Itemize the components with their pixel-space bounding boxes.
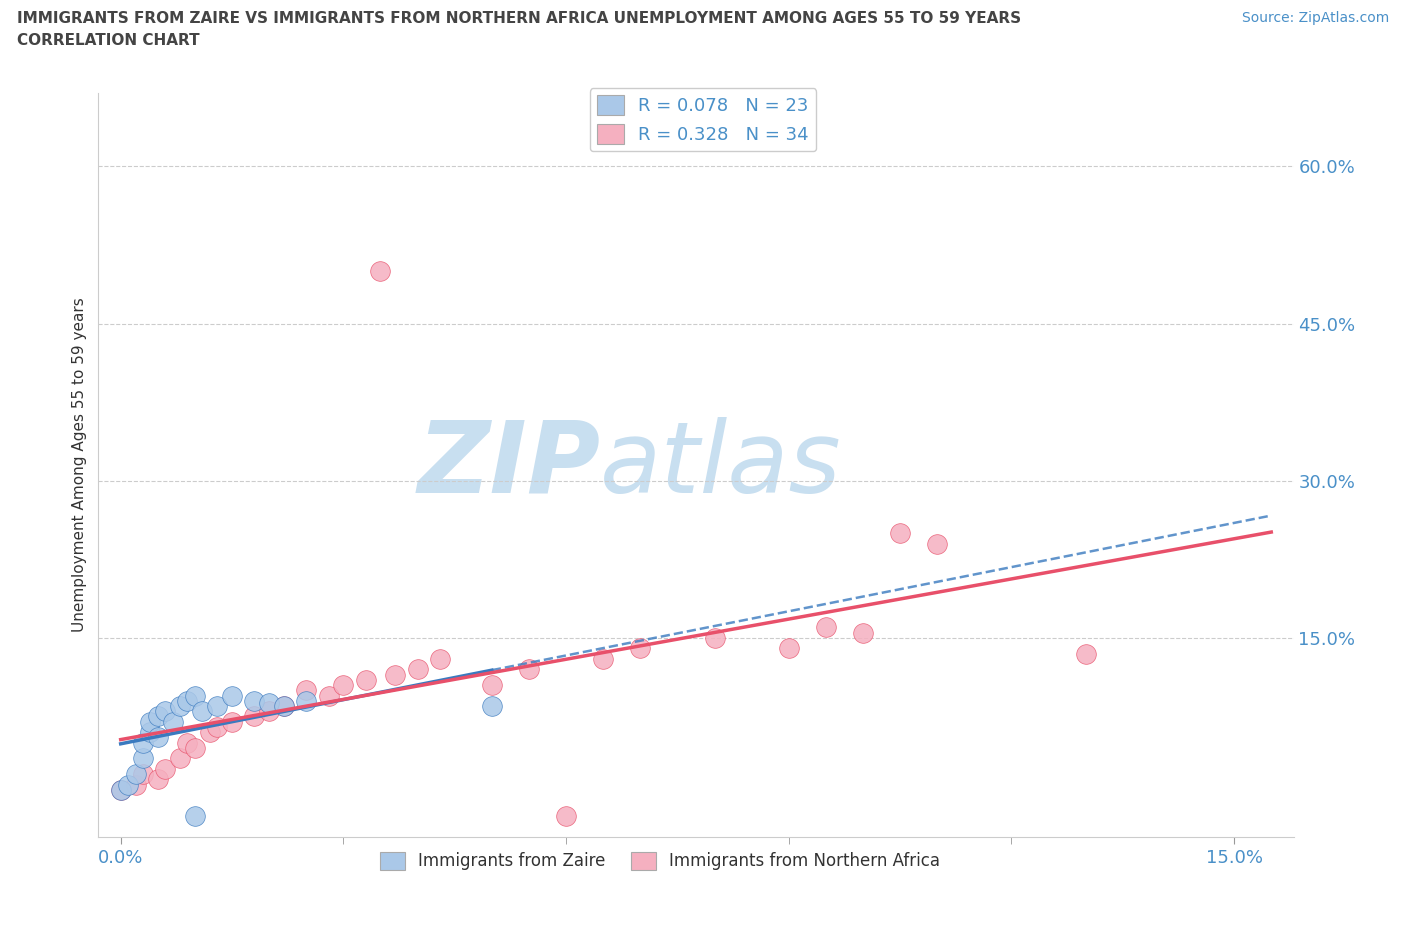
Point [169, 751, 191, 765]
Point [406, 662, 429, 677]
Point [429, 651, 451, 666]
Point [273, 698, 295, 713]
Point [273, 698, 295, 713]
Point [169, 698, 191, 713]
Point [243, 709, 266, 724]
Point [146, 709, 169, 724]
Point [124, 766, 146, 781]
Point [110, 782, 132, 797]
Point [184, 740, 207, 755]
Y-axis label: Unemployment Among Ages 55 to 59 years: Unemployment Among Ages 55 to 59 years [72, 298, 87, 632]
Point [852, 625, 875, 640]
Point [221, 714, 243, 729]
Point [176, 694, 198, 709]
Text: Source: ZipAtlas.com: Source: ZipAtlas.com [1241, 11, 1389, 25]
Point [176, 736, 198, 751]
Point [132, 751, 155, 765]
Point [257, 696, 280, 711]
Point [481, 698, 503, 713]
Text: IMMIGRANTS FROM ZAIRE VS IMMIGRANTS FROM NORTHERN AFRICA UNEMPLOYMENT AMONG AGES: IMMIGRANTS FROM ZAIRE VS IMMIGRANTS FROM… [17, 11, 1021, 26]
Point [481, 678, 503, 693]
Legend: Immigrants from Zaire, Immigrants from Northern Africa: Immigrants from Zaire, Immigrants from N… [374, 845, 946, 877]
Point [155, 704, 177, 719]
Point [332, 678, 354, 693]
Point [628, 641, 651, 656]
Point [257, 704, 280, 719]
Point [778, 641, 800, 656]
Point [889, 525, 911, 540]
Point [354, 672, 377, 687]
Point [191, 704, 214, 719]
Point [146, 730, 169, 745]
Point [370, 264, 392, 279]
Point [517, 662, 540, 677]
Point [124, 777, 146, 792]
Point [592, 651, 614, 666]
Text: CORRELATION CHART: CORRELATION CHART [17, 33, 200, 47]
Point [198, 724, 221, 739]
Point [146, 772, 169, 787]
Point [1074, 646, 1097, 661]
Point [132, 736, 155, 751]
Point [205, 720, 228, 735]
Point [162, 714, 184, 729]
Point [205, 698, 228, 713]
Point [318, 688, 340, 703]
Point [243, 694, 266, 709]
Point [555, 808, 578, 823]
Point [184, 688, 207, 703]
Point [927, 537, 949, 551]
Point [703, 631, 725, 645]
Point [155, 762, 177, 777]
Point [139, 724, 162, 739]
Point [132, 766, 155, 781]
Point [295, 694, 318, 709]
Point [295, 683, 318, 698]
Point [110, 782, 132, 797]
Point [139, 714, 162, 729]
Point [221, 688, 243, 703]
Point [117, 777, 139, 792]
Point [384, 667, 406, 682]
Text: atlas: atlas [600, 417, 842, 513]
Point [184, 808, 207, 823]
Point [814, 620, 837, 635]
Text: ZIP: ZIP [418, 417, 600, 513]
